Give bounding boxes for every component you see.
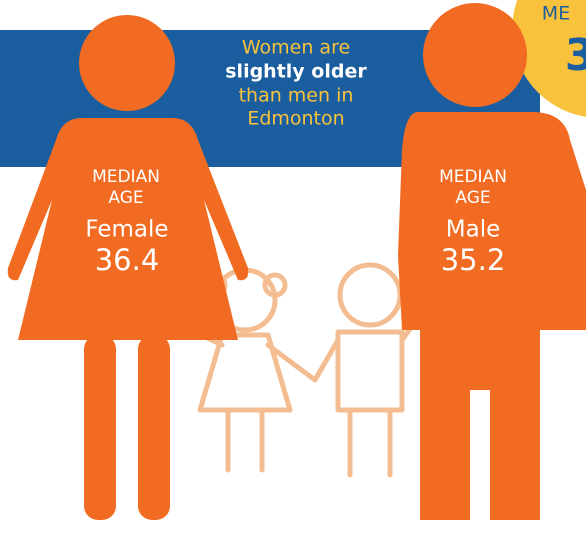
- page: {"banner": {"lines": ["Women are", "slig…: [0, 0, 586, 534]
- male-label: MEDIAN: [439, 167, 507, 187]
- banner-line: Edmonton: [247, 108, 344, 130]
- male-age: 35.2: [441, 243, 506, 277]
- infographic: ME 3 Women are slightly older than men i…: [0, 0, 586, 534]
- banner-line: slightly older: [225, 61, 367, 83]
- banner-line: than men in: [239, 85, 354, 107]
- badge-label: ME: [542, 3, 570, 25]
- banner-line: Women are: [242, 37, 350, 59]
- male-sex: Male: [446, 217, 500, 243]
- female-sex: Female: [85, 217, 168, 243]
- female-label: AGE: [108, 188, 143, 208]
- badge-value: 3: [565, 30, 586, 81]
- female-label: MEDIAN: [92, 167, 160, 187]
- male-label: AGE: [455, 188, 490, 208]
- female-age: 36.4: [95, 243, 160, 277]
